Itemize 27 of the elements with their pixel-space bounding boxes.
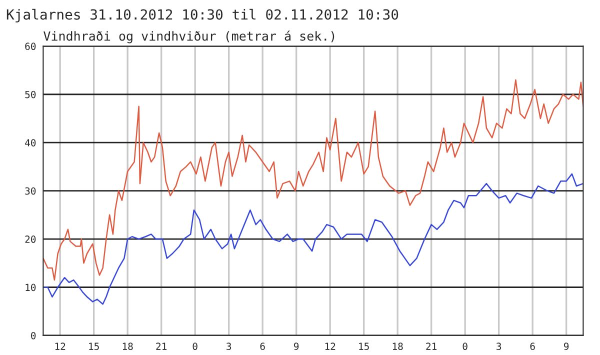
- y-tick-label: 40: [25, 139, 36, 146]
- x-tick-label: 6: [530, 342, 535, 350]
- chart-subtitle: Vindhraði og vindhviður (metrar á sek.): [44, 30, 334, 44]
- y-tick-label: 10: [26, 284, 36, 292]
- line-series: [43, 173, 584, 305]
- x-tick-label: 21: [156, 342, 167, 350]
- x-tick-label: 15: [359, 342, 369, 350]
- x-tick-label: 18: [392, 342, 403, 350]
- y-tick-label: 60: [25, 42, 36, 50]
- y-tick-label: 20: [25, 236, 36, 243]
- y-tick-label: 30: [25, 187, 36, 195]
- y-tick-label: 50: [25, 90, 36, 98]
- x-tick-label: 18: [122, 342, 133, 350]
- x-tick-label: 15: [89, 342, 99, 350]
- x-tick-label: 21: [426, 342, 437, 350]
- line-series: [43, 79, 584, 281]
- x-tick-label: 0: [462, 342, 468, 350]
- chart-title: Kjalarnes 31.10.2012 10:30 til 02.11.2012 10:30: [6, 8, 398, 22]
- x-tick-label: 3: [226, 342, 232, 350]
- x-tick-label: 12: [55, 342, 66, 350]
- x-tick-label: 9: [294, 342, 299, 350]
- x-tick-label: 3: [496, 342, 502, 350]
- y-tick-label: 0: [31, 332, 36, 340]
- x-tick-label: 12: [325, 342, 336, 350]
- x-tick-label: 9: [564, 342, 569, 350]
- x-tick-label: 6: [260, 342, 265, 350]
- x-tick-label: 0: [192, 342, 198, 350]
